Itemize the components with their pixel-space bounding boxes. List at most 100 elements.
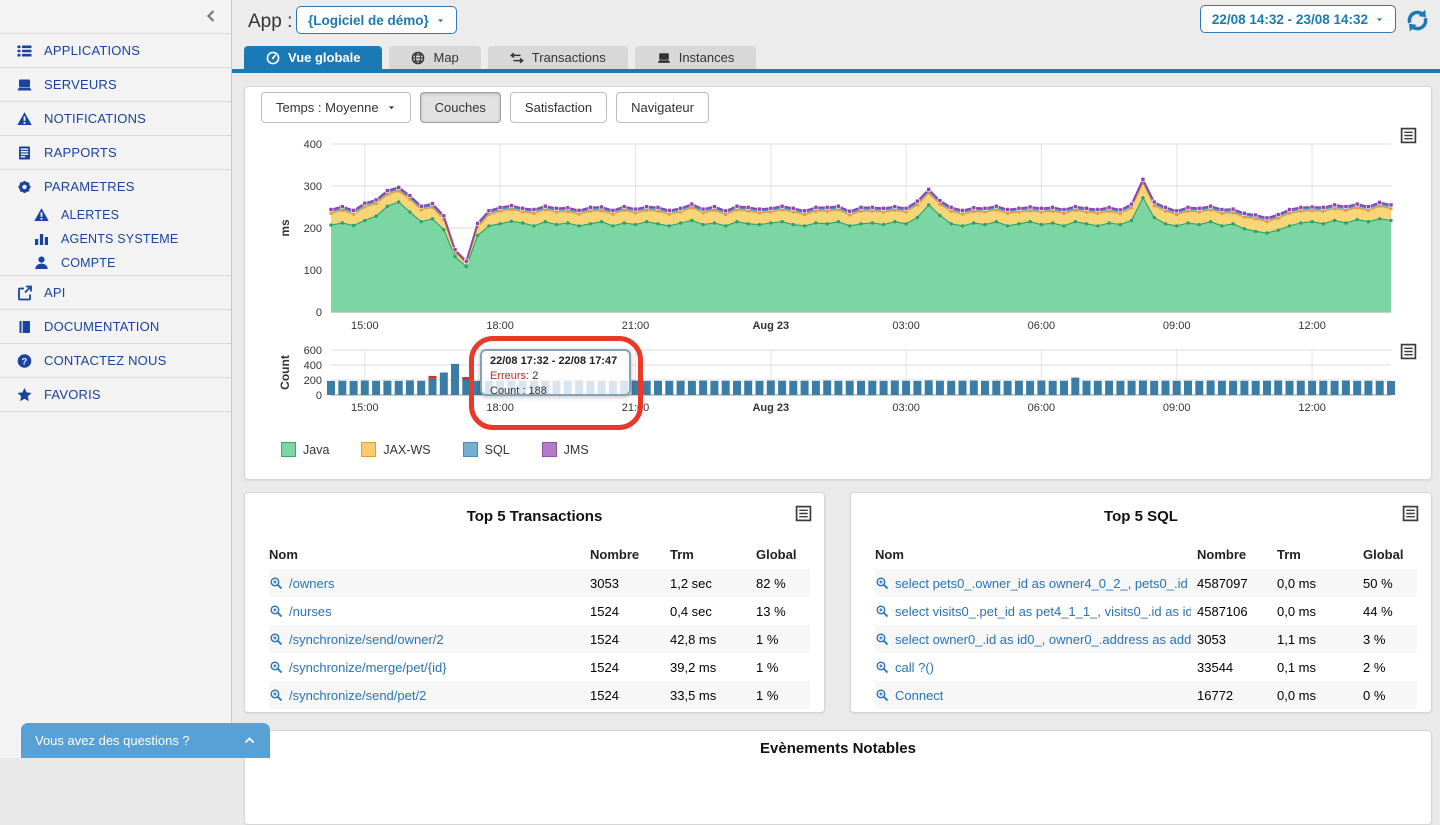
search-icon	[269, 632, 283, 646]
sidebar-item-applications[interactable]: APPLICATIONS	[0, 33, 231, 67]
sidebar-collapse-icon[interactable]	[203, 8, 219, 24]
cell-global: 1 %	[756, 688, 810, 703]
legend-item-jms[interactable]: JMS	[542, 442, 589, 457]
sidebar-item-label: PARAMETRES	[44, 179, 135, 194]
sidebar-item-agents-systeme[interactable]: AGENTS SYSTEME	[0, 227, 231, 251]
app-label: App :	[248, 11, 292, 33]
sidebar-item-rapports[interactable]: RAPPORTS	[0, 135, 231, 169]
sidebar-item-compte[interactable]: COMPTE	[0, 251, 231, 275]
chat-widget[interactable]: Vous avez des questions ?	[21, 723, 270, 758]
legend-swatch	[463, 442, 478, 457]
filter-label: Navigateur	[631, 100, 694, 115]
sidebar-item-parametres[interactable]: PARAMETRES	[0, 169, 231, 203]
refresh-icon[interactable]	[1405, 8, 1430, 33]
warning-icon	[16, 111, 33, 127]
sidebar-item-alertes[interactable]: ALERTES	[0, 203, 231, 227]
tooltip-time-range: 22/08 17:32 - 22/08 17:47	[490, 354, 621, 369]
overview-chart-panel: Temps : Moyenne Couches Satisfaction Navig…	[244, 86, 1432, 480]
sidebar-item-api[interactable]: API	[0, 275, 231, 309]
legend-label: JAX-WS	[383, 443, 430, 457]
svg-text:?: ?	[21, 356, 27, 367]
svg-text:0: 0	[316, 390, 322, 402]
cell-nombre: 16772	[1197, 688, 1271, 703]
column-header: Nombre	[590, 547, 664, 562]
cell-global: 13 %	[756, 604, 810, 619]
tab-transactions[interactable]: Transactions	[488, 46, 628, 69]
sidebar-item-label: AGENTS SYSTEME	[61, 232, 178, 246]
time-metric-dropdown[interactable]: Temps : Moyenne	[261, 92, 411, 123]
svg-text:Aug 23: Aug 23	[752, 320, 789, 332]
sidebar-item-contactez-nous[interactable]: ?CONTACTEZ NOUS	[0, 343, 231, 377]
row-link[interactable]: Connect	[895, 688, 943, 703]
chart-tooltip: 22/08 17:32 - 22/08 17:47 Erreurs: 2 Cou…	[480, 349, 631, 396]
row-link[interactable]: /synchronize/send/pet/2	[289, 688, 426, 703]
row-link[interactable]: call ?()	[895, 660, 934, 675]
svg-text:15:00: 15:00	[351, 320, 379, 332]
filter-button-navigateur[interactable]: Navigateur	[616, 92, 709, 123]
sidebar-item-label: ALERTES	[61, 208, 119, 222]
sidebar-item-label: API	[44, 285, 66, 300]
search-icon	[269, 660, 283, 674]
app-selector-dropdown[interactable]: {Logiciel de démo}	[296, 6, 457, 34]
legend-item-jax-ws[interactable]: JAX-WS	[361, 442, 430, 457]
sidebar-header	[0, 0, 231, 33]
sidebar-item-favoris[interactable]: FAVORIS	[0, 377, 231, 411]
time-metric-label: Temps : Moyenne	[276, 100, 379, 115]
legend-swatch	[361, 442, 376, 457]
column-header: Nom	[269, 547, 584, 562]
date-range-dropdown[interactable]: 22/08 14:32 - 23/08 14:32	[1200, 5, 1396, 33]
warning-icon	[33, 207, 50, 223]
sidebar-item-serveurs[interactable]: SERVEURS	[0, 67, 231, 101]
sidebar-item-label: RAPPORTS	[44, 145, 117, 160]
row-link[interactable]: /owners	[289, 576, 335, 591]
area-chart-menu-icon[interactable]	[1400, 127, 1417, 144]
cell-trm: 1,2 sec	[670, 576, 750, 591]
row-link[interactable]: select pets0_.owner_id as owner4_0_2_, p…	[895, 576, 1191, 591]
table-menu-icon[interactable]	[1402, 505, 1419, 522]
cell-nombre: 3053	[590, 576, 664, 591]
search-icon	[269, 604, 283, 618]
top-transactions-panel: Top 5 TransactionsNomNombreTrmGlobal/own…	[244, 492, 825, 713]
cell-trm: 42,8 ms	[670, 632, 750, 647]
cell-trm: 0,4 sec	[670, 604, 750, 619]
tab-bar: Vue globale Map Transactions Instances	[244, 46, 756, 69]
bar-chart-menu-icon[interactable]	[1400, 343, 1417, 360]
legend-label: SQL	[485, 443, 510, 457]
row-link[interactable]: /synchronize/send/owner/2	[289, 632, 444, 647]
cell-nombre: 3053	[1197, 632, 1271, 647]
svg-text:06:00: 06:00	[1028, 320, 1056, 332]
cell-nombre: 4587097	[1197, 576, 1271, 591]
row-link[interactable]: select owner0_.id as id0_, owner0_.addre…	[895, 632, 1191, 647]
table-menu-icon[interactable]	[795, 505, 812, 522]
notable-events-panel: Evènements Notables	[244, 730, 1432, 825]
filter-button-satisfaction[interactable]: Satisfaction	[510, 92, 607, 123]
svg-text:300: 300	[304, 181, 322, 193]
sidebar-item-documentation[interactable]: DOCUMENTATION	[0, 309, 231, 343]
legend-label: Java	[303, 443, 329, 457]
tab-map[interactable]: Map	[389, 46, 480, 69]
tab-vue-globale[interactable]: Vue globale	[244, 46, 382, 69]
sidebar: APPLICATIONSSERVEURSNOTIFICATIONS RAPPORT…	[0, 0, 232, 758]
row-link[interactable]: /nurses	[289, 604, 332, 619]
tab-instances[interactable]: Instances	[635, 46, 757, 69]
date-range-value: 22/08 14:32 - 23/08 14:32	[1212, 12, 1368, 27]
response-time-area-chart[interactable]: 010020030040015:0018:0021:00Aug 2303:000…	[245, 123, 1433, 333]
row-link[interactable]: /synchronize/merge/pet/{id}	[289, 660, 447, 675]
sidebar-item-notifications[interactable]: NOTIFICATIONS	[0, 101, 231, 135]
legend-item-java[interactable]: Java	[281, 442, 329, 457]
legend-item-sql[interactable]: SQL	[463, 442, 510, 457]
row-link[interactable]: select visits0_.pet_id as pet4_1_1_, vis…	[895, 604, 1191, 619]
legend-swatch	[281, 442, 296, 457]
help-icon: ?	[16, 353, 33, 369]
table-title: Top 5 SQL	[851, 508, 1431, 525]
filter-button-couches[interactable]: Couches	[420, 92, 501, 123]
cell-trm: 0,0 ms	[1277, 604, 1357, 619]
request-count-bar-chart[interactable]: 020040060015:0018:0021:00Aug 2303:0006:0…	[245, 333, 1433, 429]
cell-global: 82 %	[756, 576, 810, 591]
filter-label: Satisfaction	[525, 100, 592, 115]
app-selector-value: {Logiciel de démo}	[308, 13, 429, 28]
table-header-row: NomNombreTrmGlobal	[269, 539, 810, 569]
tab-label: Transactions	[532, 50, 606, 65]
cell-trm: 33,5 ms	[670, 688, 750, 703]
svg-text:400: 400	[304, 360, 322, 372]
